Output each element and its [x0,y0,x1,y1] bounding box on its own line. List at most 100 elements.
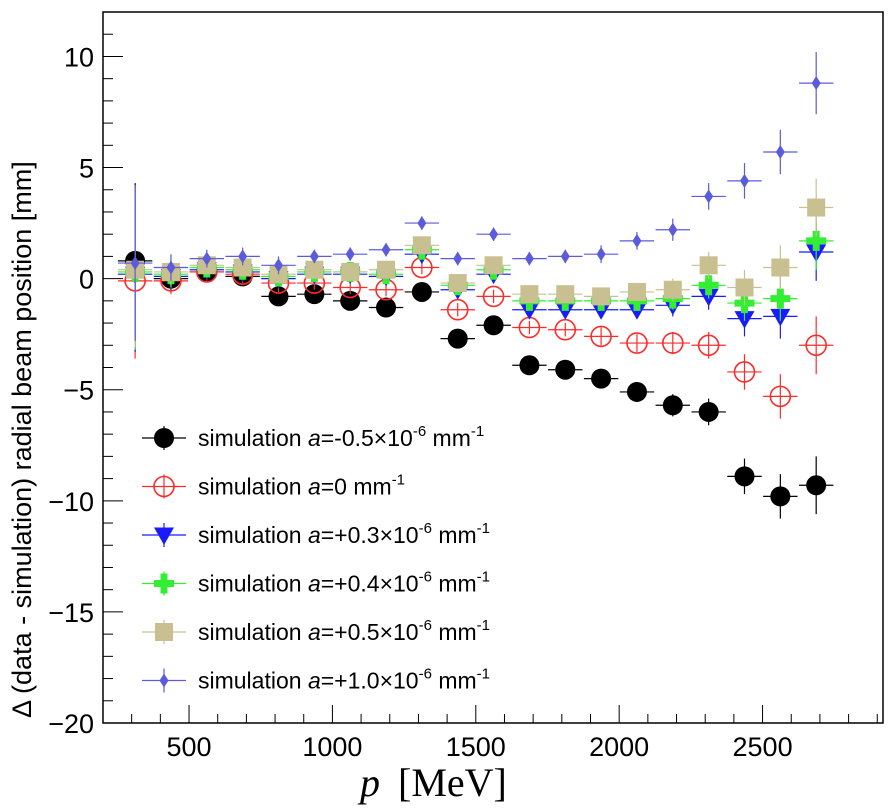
plot-frame [102,11,884,724]
series-0 [117,183,834,519]
x-tick-label: 500 [166,732,211,762]
data-point [592,287,611,306]
data-point [627,282,646,301]
legend-marker [154,428,174,448]
data-point [663,280,682,299]
data-point [626,381,647,402]
legend-label: simulation a=+1.0×10-6 mm-1 [198,666,490,694]
y-tick-label: −10 [48,487,94,517]
data-point [304,284,325,305]
data-point [166,260,176,275]
data-point [733,361,756,383]
axis-ticks [103,11,878,724]
data-point [453,251,463,266]
data-point [704,189,714,204]
data-point [626,332,648,354]
data-point [376,297,397,318]
y-tick-label: −20 [48,709,94,739]
data-point [519,302,540,320]
data-point [274,258,283,273]
data-point [807,198,826,217]
x-tick-label: 2500 [733,732,793,762]
data-point [381,242,391,257]
series-3 [117,194,834,350]
legend-label: simulation a=0 mm-1 [198,472,405,500]
data-point [524,251,534,266]
data-point [345,247,355,262]
data-point [769,385,792,408]
data-point [411,281,432,302]
data-point [697,334,720,357]
data-point [662,332,684,354]
data-point [805,334,827,357]
data-point [489,227,499,242]
data-point [806,475,827,496]
data-point [412,236,431,255]
data-point [309,249,319,264]
data-point [734,466,755,487]
data-point [811,76,821,91]
data-point [770,288,791,309]
data-point [698,401,719,422]
data-point [699,256,718,275]
series-4 [117,178,834,348]
legend-marker [159,673,169,688]
legend-label: simulation a=+0.4×10-6 mm-1 [198,569,490,597]
legend: simulation a=-0.5×10-6 mm-1 simulation a=… [142,423,490,694]
data-point [484,256,503,275]
data-point [130,256,140,271]
data-point [560,249,570,264]
data-point [626,302,647,320]
legend-marker [153,475,175,498]
data-point [519,355,540,376]
x-tick-label: 1500 [446,732,506,762]
legend-label: simulation a=+0.5×10-6 mm-1 [198,617,490,645]
data-point [305,260,324,279]
x-axis-variable: p [357,760,380,805]
y-axis-label: Δ (data - simulation) radial beam positi… [7,161,37,718]
y-tick-label: −5 [63,376,94,406]
x-tick-label: 1000 [302,732,362,762]
y-tick-labels: 10 5 0 −5 −10 −15 −20 [48,42,94,739]
x-tick-label: 2000 [589,732,649,762]
data-point [233,258,252,277]
data-point [341,262,360,281]
legend-marker [155,623,173,641]
data-point [591,302,612,320]
series-5 [117,51,834,341]
data-point [806,230,827,251]
data-point [739,173,749,188]
x-axis-unit: [MeV] [398,760,507,805]
data-point [735,278,754,297]
data-point [591,368,612,389]
data-point [482,285,505,308]
y-tick-label: 5 [79,154,94,184]
legend-label: simulation a=-0.5×10-6 mm-1 [198,423,484,451]
y-tick-label: 10 [64,42,94,72]
data-point [238,249,248,264]
data-point [520,285,539,304]
data-point [771,258,790,277]
series-2 [117,196,834,352]
y-tick-label: −15 [48,598,94,628]
data-point [555,302,576,320]
data-point [662,395,683,416]
data-point [483,315,504,336]
series-1 [117,203,834,419]
x-tick-labels: 500 1000 1500 2000 2500 [166,732,792,762]
data-point [632,233,642,248]
data-point [698,275,719,296]
y-tick-label: 0 [79,265,94,295]
data-point [770,486,791,507]
data-point [596,247,606,262]
data-point [417,216,427,231]
data-point [202,251,212,266]
legend-marker [154,573,174,594]
data-point [556,285,575,304]
data-point [447,328,468,349]
x-axis-label: p [MeV] [357,760,507,805]
data-point [377,260,396,279]
data-series [117,51,834,519]
legend-marker [154,527,174,545]
